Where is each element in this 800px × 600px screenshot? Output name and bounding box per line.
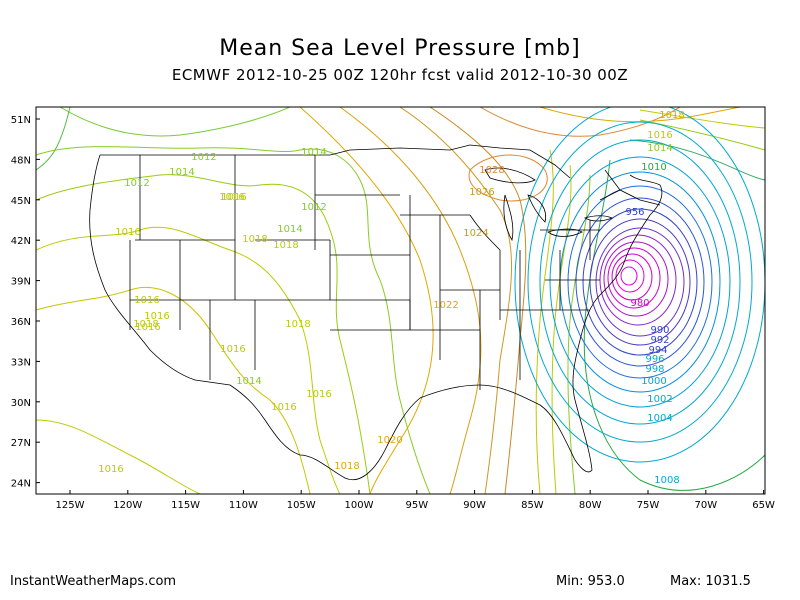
lon-tick-label: 120W [113, 500, 142, 511]
lat-tick-label: 30N [11, 398, 31, 409]
isobar-1016-coast [36, 419, 201, 494]
isobar-1018-east [535, 149, 554, 494]
isobar-label: 1012 [124, 178, 149, 189]
isobar-label: 1018 [242, 234, 267, 245]
isobar-label: 1014 [647, 143, 672, 154]
isobar-1010-nw [36, 107, 71, 171]
isobar-label: 990 [650, 325, 669, 336]
lon-tick-label: 125W [56, 500, 85, 511]
isobar-1028 [468, 154, 548, 202]
longitude-axis: 125W 120W 115W 110W 105W 100W 95W 90W 85W 80W 75W 7… [56, 490, 775, 511]
isobar-label: 1028 [479, 165, 504, 176]
lat-tick-label: 27N [11, 438, 31, 449]
isobar-label: 1012 [301, 202, 326, 213]
state-borders [89, 144, 663, 481]
lon-tick-label: 75W [637, 500, 660, 511]
isobar-label: 1018 [334, 461, 359, 472]
isobar-label: 1012 [191, 152, 216, 163]
isobar-label: 1002 [647, 394, 672, 405]
lon-tick-label: 115W [171, 500, 200, 511]
isobar-label: 1018 [273, 240, 298, 251]
isobar-1022 [339, 107, 482, 494]
isobar-label: 1016 [219, 192, 244, 203]
map-title: Mean Sea Level Pressure [mb] [219, 36, 581, 61]
isobar-label: 1026 [469, 187, 494, 198]
isobar-label: 1020 [377, 435, 402, 446]
lon-tick-label: 95W [405, 500, 428, 511]
lat-tick-label: 51N [11, 115, 31, 126]
isobar-label: 1008 [654, 475, 679, 486]
isobar-label: 1016 [306, 389, 331, 400]
isobar-label: 992 [650, 335, 669, 346]
map-subtitle: ECMWF 2012-10-25 00Z 120hr fcst valid 20… [171, 66, 629, 84]
lat-tick-label: 24N [11, 479, 31, 490]
isobar-label: 980 [630, 298, 649, 309]
isobar-1024 [399, 107, 512, 494]
isobar-1026 [429, 107, 527, 494]
lon-tick-label: 85W [521, 500, 544, 511]
lon-tick-label: 105W [287, 500, 316, 511]
isobar-label: 1004 [647, 413, 672, 424]
lon-tick-label: 70W [694, 500, 717, 511]
isobar-label: 956 [625, 207, 644, 218]
isobar-label: 998 [645, 364, 664, 375]
lat-tick-label: 33N [11, 357, 31, 368]
isobar-1008-east [583, 159, 765, 491]
lat-tick-label: 36N [11, 317, 31, 328]
isobar-label: 1016 [221, 192, 246, 203]
lon-tick-label: 90W [463, 500, 486, 511]
lat-tick-label: 45N [11, 196, 31, 207]
isobar-1006-east [629, 139, 765, 181]
isobar-label: 1018 [133, 319, 158, 330]
isobar-1022-north [539, 107, 741, 123]
isobar-1028-north [479, 107, 681, 137]
isobar-1016-east [551, 164, 572, 494]
lon-tick-label: 100W [345, 500, 374, 511]
isobar-label: 1000 [641, 376, 666, 387]
isobar-label: 996 [645, 354, 664, 365]
isobar-label: 1024 [463, 228, 488, 239]
isobar-label: 1016 [115, 227, 140, 238]
map-frame [35, 106, 766, 495]
contour-labels: 1018101610141014101210121014101610121014… [98, 110, 684, 486]
min-pressure: Min: 953.0 [556, 574, 625, 589]
isobar-label: 1014 [169, 167, 194, 178]
isobar-label: 1010 [641, 162, 666, 173]
isobar-1020 [299, 107, 434, 494]
isobar-label: 1018 [285, 319, 310, 330]
isobar-label: 1016 [134, 295, 159, 306]
lon-tick-label: 80W [579, 500, 602, 511]
isobar-1012-west [36, 146, 431, 494]
map-background [36, 107, 765, 494]
site-credit: InstantWeatherMaps.com [10, 574, 177, 589]
lat-tick-label: 39N [11, 277, 31, 288]
lat-tick-label: 48N [11, 155, 31, 166]
great-lakes [484, 167, 614, 242]
isobar-1016-ne [639, 109, 765, 129]
isobar-1014-west [36, 174, 371, 494]
latitude-axis: 51N 48N 45N 42N 39N 36N 33N 30N 27N 24N [11, 115, 40, 490]
isobar-label: 1014 [301, 147, 326, 158]
isobar-label: 1016 [144, 311, 169, 322]
isobar-label: 1016 [135, 322, 160, 333]
isobar-label: 1016 [220, 344, 245, 355]
lon-tick-label: 110W [229, 500, 258, 511]
isobar-label: 1018 [659, 110, 684, 121]
isobar-label: 994 [648, 345, 667, 356]
isobar-label: 1022 [433, 300, 458, 311]
isobar-1012-nw [59, 107, 291, 137]
isobar-label: 1014 [277, 224, 302, 235]
max-pressure: Max: 1031.5 [670, 574, 751, 589]
isobar-label: 1014 [236, 376, 261, 387]
isobar-label: 1016 [271, 402, 296, 413]
isobar-label: 1016 [98, 464, 123, 475]
lat-tick-label: 42N [11, 236, 31, 247]
isobar-label: 1016 [647, 130, 672, 141]
isobar-1016-west [36, 226, 341, 494]
lon-tick-label: 65W [752, 500, 775, 511]
